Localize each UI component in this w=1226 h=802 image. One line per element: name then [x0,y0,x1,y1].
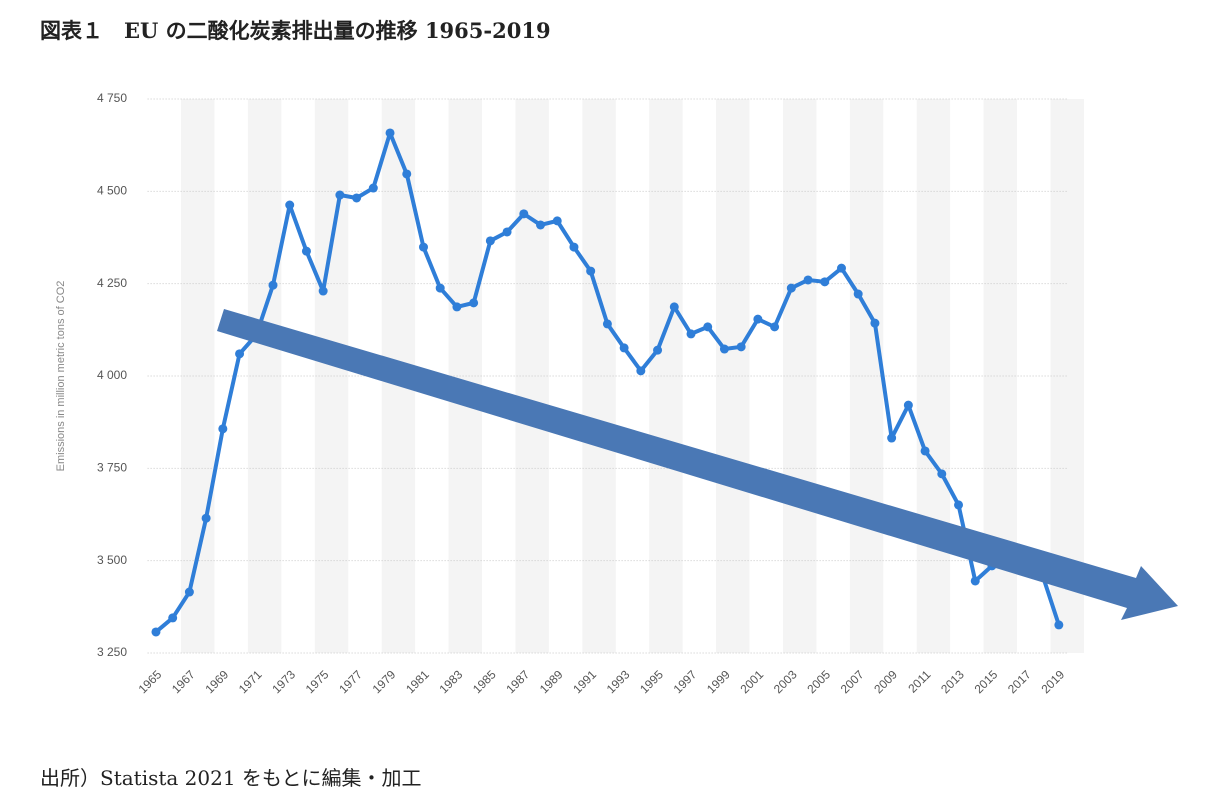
stripe [649,99,683,653]
data-point [469,298,479,308]
y-tick-label: 4 500 [97,184,127,198]
data-point [1054,620,1064,630]
data-point [218,424,228,434]
data-point [268,280,278,290]
stripe [849,99,884,653]
x-tick-label: 1999 [704,667,733,696]
data-point [803,275,813,285]
data-point [937,469,947,479]
x-tick-label: 1967 [169,667,198,696]
x-tick-label: 2013 [938,667,967,696]
data-point [569,242,579,252]
x-tick-label: 1977 [336,667,365,696]
data-point [385,128,395,138]
data-point [636,366,646,376]
stripe [448,99,482,653]
data-point [368,183,378,193]
x-tick-label: 1981 [403,667,432,696]
x-tick-label: 1983 [437,667,466,696]
plot [151,128,1064,637]
x-tick-label: 2017 [1005,667,1034,696]
x-tick-label: 1979 [370,667,399,696]
x-tick-label: 1985 [470,667,499,696]
data-point [770,322,780,332]
data-point [669,302,679,312]
y-tick-label: 4 250 [97,276,127,290]
source-note: 出所）Statista 2021 をもとに編集・加工 [40,766,422,790]
x-tick-label: 1969 [202,667,231,696]
data-point [318,286,328,296]
x-tick-label: 2007 [838,667,867,696]
x-tick-label: 1973 [269,667,298,696]
data-point [586,266,596,276]
data-point [920,446,930,456]
y-tick-label: 4 000 [97,368,127,382]
data-point [954,500,964,510]
data-point [552,216,562,226]
data-point [352,193,362,203]
x-tick-label: 2009 [871,667,900,696]
data-point [201,513,211,523]
data-point [452,302,462,312]
x-tick-label: 1975 [303,667,332,696]
x-tick-label: 2015 [972,667,1001,696]
data-point [435,283,445,293]
x-tick-label: 1997 [671,667,700,696]
data-point [602,319,612,329]
y-tick-label: 3 250 [97,645,127,659]
x-tick-label: 1993 [604,667,633,696]
x-tick-label: 2001 [737,667,766,696]
x-tick-label: 1965 [136,667,165,696]
data-point [402,169,412,179]
data-point [753,314,763,324]
y-tick-label: 4 750 [97,91,127,105]
stripe [181,99,215,653]
data-point [418,242,428,252]
data-point [301,246,311,256]
data-point [285,200,295,210]
x-tick-label: 2003 [771,667,800,696]
data-point [519,209,529,219]
data-point [335,190,345,200]
data-point [719,344,729,354]
y-axis-label: Emissions in million metric tons of CO2 [55,281,67,472]
data-point [903,400,913,410]
x-tick-label: 1995 [637,667,666,696]
data-point [653,345,663,355]
data-point [887,433,897,443]
chart-title: 図表１ EU の二酸化炭素排出量の推移 1965-2019 [40,18,551,43]
x-tick-label: 2011 [905,667,933,695]
data-point [870,318,880,328]
data-point [836,263,846,273]
trend-arrow [217,309,1178,620]
x-tick-label: 1987 [503,667,532,696]
data-point [485,236,495,246]
x-tick-label: 2005 [804,667,833,696]
x-tick-label: 1989 [537,667,566,696]
y-tick-label: 3 500 [97,553,127,567]
data-point [235,349,245,359]
data-point [970,576,980,586]
y-tick-label: 3 750 [97,461,127,475]
data-point [736,342,746,352]
data-point [853,289,863,299]
data-point [536,220,546,230]
data-point [703,322,713,332]
stripe [582,99,616,653]
x-tick-label: 1991 [570,667,599,696]
data-point [151,627,161,637]
data-point [184,587,194,597]
data-point [820,277,830,287]
data-point [502,227,512,237]
data-point [619,343,629,353]
data-point [786,283,796,293]
data-point [686,329,696,339]
x-tick-label: 1971 [236,667,265,696]
x-tick-label: 2019 [1038,667,1067,696]
data-point [168,613,178,623]
